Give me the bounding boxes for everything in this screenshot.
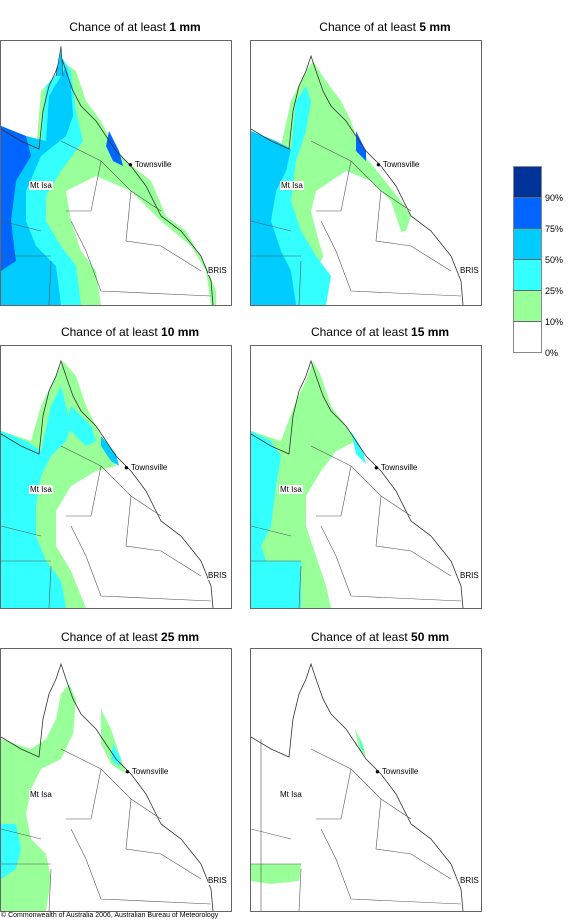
white-interior <box>66 176 211 305</box>
label-brisbane: BRIS <box>460 266 479 275</box>
legend-swatch-90 <box>514 167 541 198</box>
label-mt-isa: Mt Isa <box>280 181 304 190</box>
cape-york <box>55 45 64 77</box>
label-townsville: ● Townsville <box>374 463 418 472</box>
coastline <box>1 662 214 911</box>
legend-swatch-0 <box>514 322 541 352</box>
legend-label-50: 50% <box>545 255 564 265</box>
legend-swatch-75 <box>514 198 541 229</box>
state-borders <box>1 140 212 305</box>
legend-label-90: 90% <box>545 193 564 203</box>
rain-area-75pct-east <box>356 131 366 161</box>
legend-label-75: 75% <box>545 224 564 234</box>
state-borders <box>1 445 212 608</box>
coastline <box>251 54 464 305</box>
state-borders <box>251 140 462 305</box>
panel-title-1mm: Chance of at least 1 mm <box>69 20 201 34</box>
rain-area-10pct <box>1 684 76 911</box>
label-townsville: ● Townsville <box>128 160 172 169</box>
coastline <box>1 54 214 305</box>
map-50mm <box>250 648 482 912</box>
map-1mm <box>0 40 232 306</box>
rain-area-25pct <box>1 824 21 879</box>
label-mt-isa: Mt Isa <box>29 181 53 190</box>
rain-area-50pct <box>251 131 296 305</box>
label-townsville: ● Townsville <box>375 767 419 776</box>
rain-area-25pct <box>251 431 301 608</box>
state-borders <box>1 748 212 911</box>
copyright-notice: © Commonwealth of Australia 2006, Austra… <box>1 912 219 919</box>
legend-label-10: 10% <box>545 317 564 327</box>
label-brisbane: BRIS <box>460 571 479 580</box>
label-mt-isa: Mt Isa <box>29 790 53 799</box>
state-borders <box>251 445 462 608</box>
rain-area-25pct-east <box>351 431 366 464</box>
probability-legend <box>513 166 542 353</box>
coastline <box>251 662 464 911</box>
label-mt-isa: Mt Isa <box>279 485 303 494</box>
rain-area-75pct <box>1 126 31 271</box>
coastline <box>1 359 214 608</box>
rain-area-25pct-north <box>66 406 96 446</box>
panel-title-25mm: Chance of at least 25 mm <box>60 630 200 644</box>
rain-area-10pct-sw <box>251 864 301 884</box>
panel-title-50mm: Chance of at least 50 mm <box>310 630 450 644</box>
label-townsville: ● Townsville <box>376 160 420 169</box>
map-25mm <box>0 648 232 912</box>
rain-area-50pct <box>1 66 73 305</box>
legend-swatch-50 <box>514 229 541 260</box>
label-townsville: ● Townsville <box>125 767 169 776</box>
rain-area-25pct <box>1 386 71 608</box>
map-10mm <box>0 345 232 609</box>
label-brisbane: BRIS <box>208 876 227 885</box>
white-interior <box>311 171 401 305</box>
label-mt-isa: Mt Isa <box>29 485 53 494</box>
rain-area-50pct-east <box>101 436 119 466</box>
label-townsville: ● Townsville <box>124 463 168 472</box>
panel-title-5mm: Chance of at least 5 mm <box>319 20 451 34</box>
legend-label-25: 25% <box>545 286 564 296</box>
legend-swatch-10 <box>514 291 541 322</box>
rain-area-10pct <box>251 361 356 608</box>
rain-area-25pct-east <box>359 737 364 751</box>
legend-swatch-25 <box>514 260 541 291</box>
panel-title-15mm: Chance of at least 15 mm <box>310 325 450 339</box>
label-brisbane: BRIS <box>208 266 227 275</box>
panel-title-10mm: Chance of at least 10 mm <box>60 325 200 339</box>
label-brisbane: BRIS <box>208 571 227 580</box>
label-brisbane: BRIS <box>460 876 479 885</box>
coastline <box>251 359 464 608</box>
legend-label-0: 0% <box>545 348 559 358</box>
map-15mm <box>250 345 482 609</box>
label-mt-isa: Mt Isa <box>279 790 303 799</box>
map-5mm <box>250 40 482 306</box>
state-borders <box>251 739 462 911</box>
